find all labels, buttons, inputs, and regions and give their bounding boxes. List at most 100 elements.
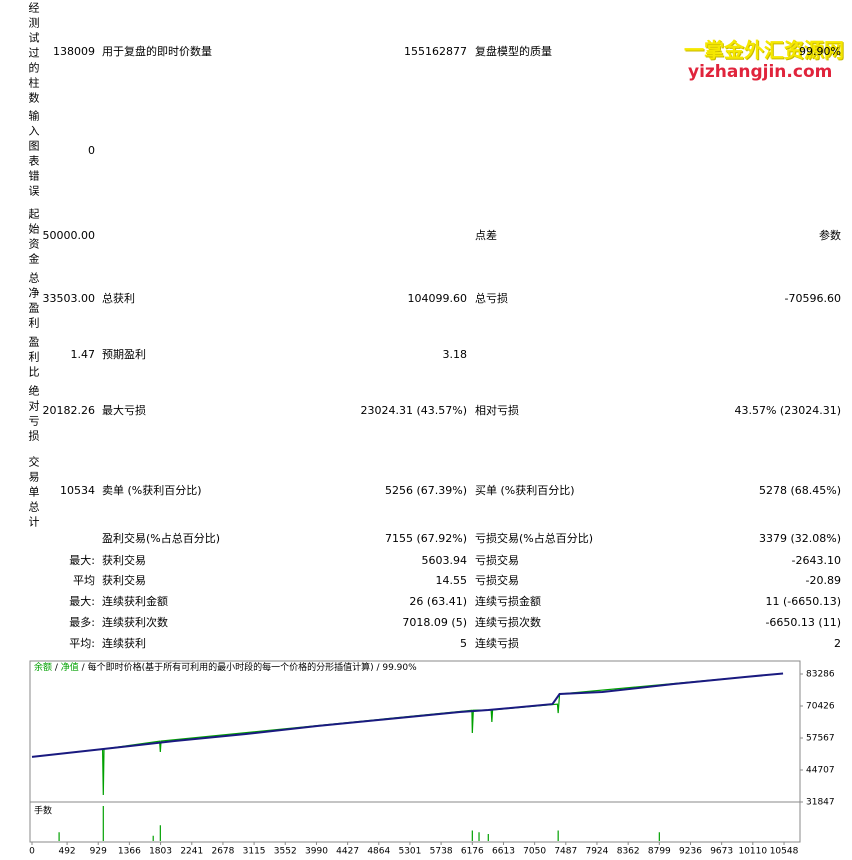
row-value3: 参数 [819, 229, 841, 242]
equity-line [31, 672, 784, 796]
x-tick-label: 2241 [180, 847, 203, 857]
row-value: 1.47 [70, 348, 96, 361]
x-tick-label: 7924 [585, 847, 608, 857]
x-tick-label: 5301 [398, 847, 421, 857]
row-value3: 11 (-6650.13) [765, 595, 841, 608]
row-value2: 5603.94 [421, 554, 468, 567]
row-value3: 43.57% (23024.31) [734, 404, 841, 417]
row-value2: 14.55 [435, 574, 468, 587]
row-label: 经测试过的柱数 [27, 2, 40, 107]
y-tick-label: 44707 [806, 765, 835, 775]
row-label2: 总获利 [102, 292, 135, 305]
x-tick-label: 10110 [738, 847, 767, 857]
row-value: 平均: [69, 637, 95, 650]
row-label3: 亏损交易 [475, 574, 519, 587]
row-label3: 复盘模型的质量 [475, 45, 552, 58]
row-value: 33503.00 [42, 292, 96, 305]
row-value3: -70596.60 [784, 292, 841, 305]
x-tick-label: 1366 [118, 847, 141, 857]
row-label: 交易单总计 [27, 456, 40, 531]
row-label3: 买单 (%获利百分比) [475, 484, 575, 497]
row-label3: 连续亏损次数 [475, 616, 541, 629]
row-value3: -2643.10 [791, 554, 841, 567]
row-value2: 155162877 [404, 45, 467, 58]
row-value: 最大: [69, 554, 95, 567]
row-value3: 5278 (68.45%) [758, 484, 841, 497]
row-value: 最多: [69, 616, 95, 629]
row-label2: 连续获利 [102, 637, 146, 650]
row-label2: 连续获利次数 [102, 616, 168, 629]
row-label: 起始资金 [27, 208, 40, 268]
legend-caption: 每个即时价格(基于所有可利用的最小时段的每一个价格的分形插值计算) [88, 661, 374, 673]
legend-balance: 余额 [34, 661, 52, 673]
x-tick-label: 2678 [211, 847, 234, 857]
row-value: 0 [88, 144, 95, 157]
row-value2: 23024.31 (43.57%) [360, 404, 467, 417]
x-tick-label: 5738 [430, 847, 453, 857]
row-label2: 获利交易 [102, 554, 146, 567]
row-label3: 总亏损 [475, 292, 508, 305]
volume-label: 手数 [34, 805, 52, 817]
row-value2: 26 (63.41) [409, 595, 467, 608]
chart-frame [29, 660, 801, 843]
row-label3: 连续亏损金额 [475, 595, 541, 608]
row-label2: 盈利交易(%占总百分比) [102, 532, 221, 545]
row-label2: 获利交易 [102, 574, 146, 587]
x-tick-label: 7050 [523, 847, 546, 857]
watermark-title: 一掌金外汇资源网 [684, 38, 844, 62]
x-tick-label: 3552 [274, 847, 297, 857]
row-label3: 亏损交易(%占总百分比) [475, 532, 594, 545]
row-label: 输入图表错误 [27, 110, 40, 200]
x-tick-label: 8799 [648, 847, 671, 857]
row-value2: 5 [460, 637, 467, 650]
row-label: 绝对亏损 [27, 385, 40, 445]
row-value2: 7155 (67.92%) [384, 532, 467, 545]
x-tick-label: 0 [29, 847, 35, 857]
row-value: 最大: [69, 595, 95, 608]
row-value: 50000.00 [42, 229, 96, 242]
watermark-url: yizhangjin.com [688, 62, 833, 82]
row-value3: -6650.13 (11) [765, 616, 841, 629]
row-value: 20182.26 [42, 404, 96, 417]
x-tick-label: 492 [58, 847, 75, 857]
x-tick-label: 7487 [554, 847, 577, 857]
row-value3: 3379 (32.08%) [758, 532, 841, 545]
row-value3: -20.89 [805, 574, 841, 587]
row-value: 10534 [60, 484, 95, 497]
y-tick-label: 31847 [806, 798, 835, 808]
row-label3: 亏损交易 [475, 554, 519, 567]
row-label: 总净盈利 [27, 272, 40, 332]
row-label3: 点差 [475, 229, 497, 242]
row-value2: 5256 (67.39%) [384, 484, 467, 497]
row-label2: 连续获利金额 [102, 595, 168, 608]
row-label3: 相对亏损 [475, 404, 519, 417]
legend-equity: 净值 [61, 661, 79, 673]
row-value3: 99.90% [799, 45, 841, 58]
x-tick-label: 9236 [679, 847, 702, 857]
y-tick-label: 70426 [806, 702, 835, 712]
x-tick-label: 4864 [367, 847, 390, 857]
legend-quality: 99.90% [382, 663, 417, 673]
row-label2: 用于复盘的即时价数量 [102, 45, 212, 58]
row-value2: 3.18 [442, 348, 468, 361]
row-value: 平均 [73, 574, 95, 587]
x-tick-label: 8362 [617, 847, 640, 857]
x-tick-label: 929 [90, 847, 107, 857]
row-value2: 7018.09 (5) [402, 616, 467, 629]
x-tick-label: 6176 [461, 847, 484, 857]
row-value: 138009 [53, 45, 95, 58]
x-tick-label: 4427 [336, 847, 359, 857]
y-tick-label: 83286 [806, 670, 835, 680]
x-tick-label: 3115 [243, 847, 266, 857]
row-label3: 连续亏损 [475, 637, 519, 650]
row-value2: 104099.60 [407, 292, 468, 305]
row-value3: 2 [834, 637, 841, 650]
y-tick-label: 57567 [806, 733, 835, 743]
x-tick-label: 10548 [770, 847, 799, 857]
x-tick-label: 1803 [149, 847, 172, 857]
row-label2: 预期盈利 [102, 348, 146, 361]
balance-line [31, 672, 784, 758]
x-tick-label: 3990 [305, 847, 328, 857]
